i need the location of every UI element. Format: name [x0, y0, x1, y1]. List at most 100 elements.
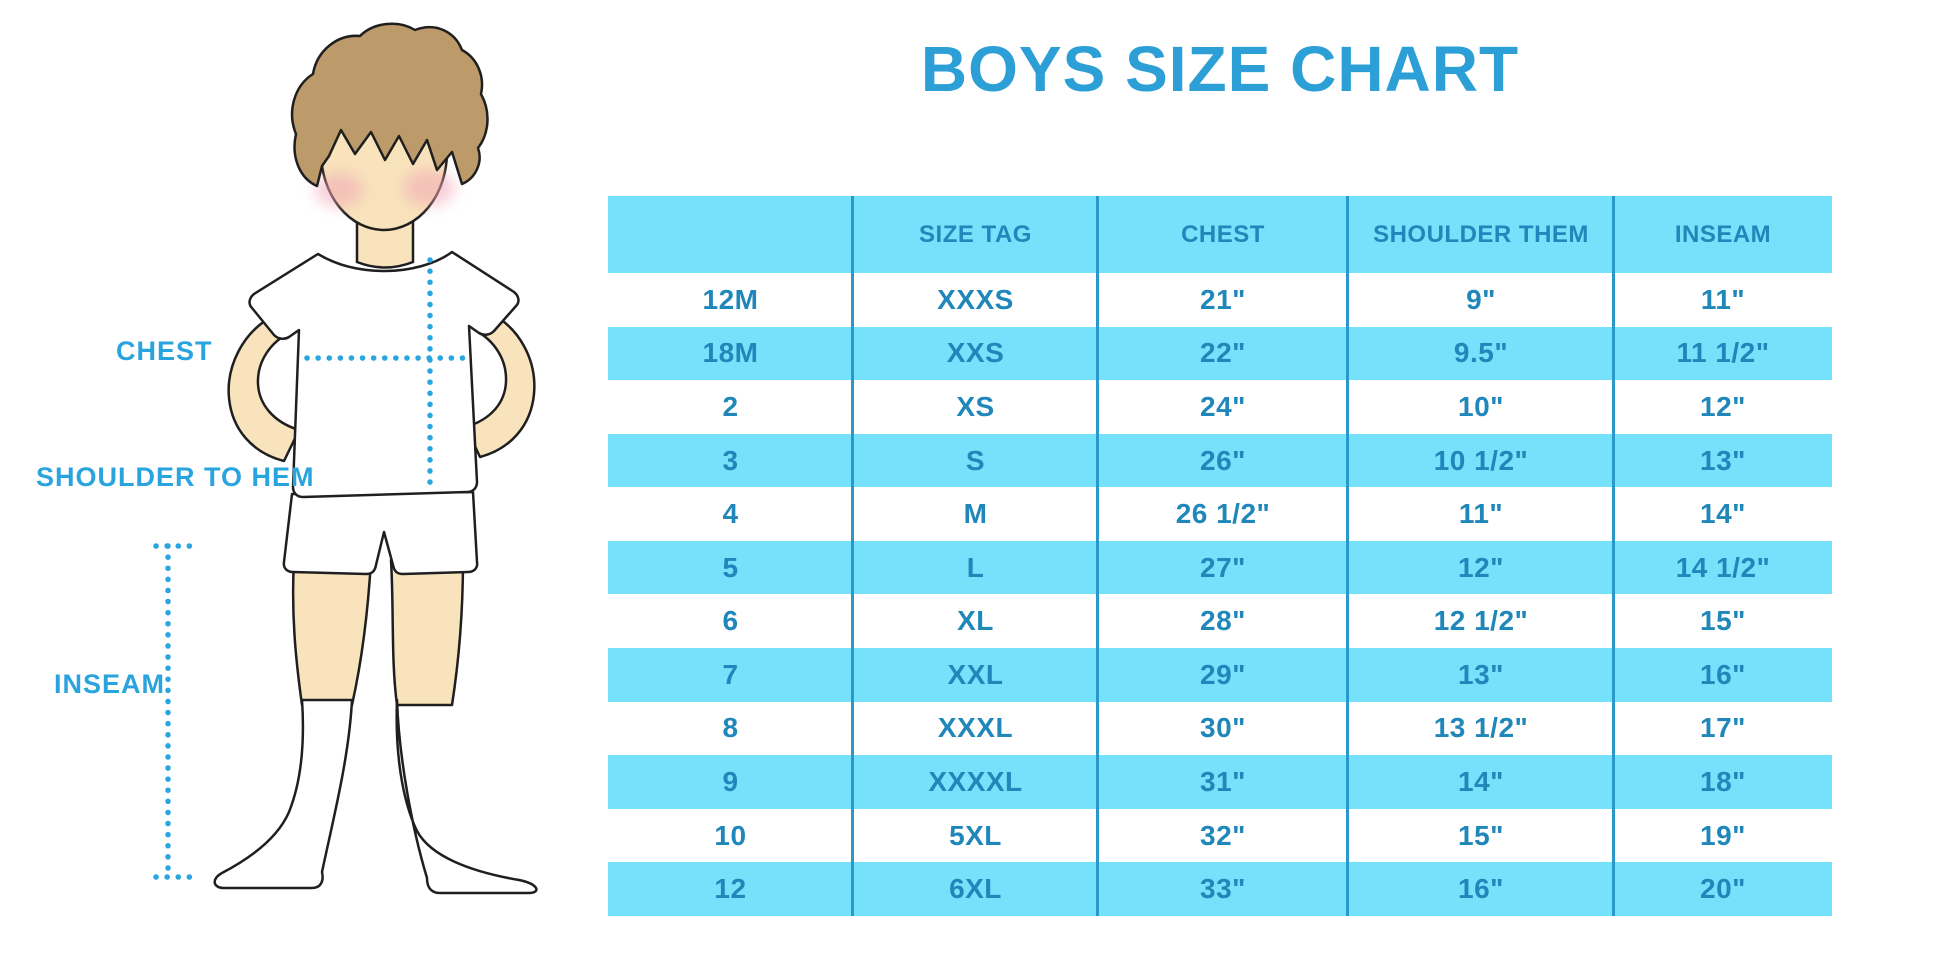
table-cell: XXS	[946, 337, 1005, 369]
table-cell: XXXL	[937, 712, 1014, 744]
measurement-lines	[153, 257, 466, 880]
table-header-cell-chest: CHEST	[1181, 220, 1265, 248]
table-cell: 9"	[1466, 283, 1496, 315]
column-divider	[851, 196, 854, 916]
table-cell: 29"	[1200, 658, 1246, 690]
table-row: 8 XXXL 30" 13 1/2" 17"	[608, 702, 1832, 756]
table-cell: 10"	[1458, 390, 1504, 422]
table-row: 9 XXXXL 31" 14" 18"	[608, 755, 1832, 809]
table-cell: 14"	[1458, 765, 1504, 797]
table-cell: 5XL	[949, 819, 1002, 851]
chest-label: CHEST	[116, 336, 213, 366]
column-divider	[1096, 196, 1099, 916]
table-cell: S	[965, 444, 986, 476]
table-cell: 26 1/2"	[1175, 498, 1271, 530]
table-cell: 24"	[1200, 390, 1246, 422]
table-cell: 11"	[1458, 498, 1504, 530]
table-cell: 18M	[702, 337, 759, 369]
table-cell: 33"	[1200, 873, 1246, 905]
legs-shape	[291, 558, 465, 707]
table-cell: 19"	[1700, 819, 1746, 851]
table-cell: XXXXL	[928, 765, 1023, 797]
table-cell: 14 1/2"	[1675, 551, 1771, 583]
table-cell: 4	[722, 498, 739, 530]
table-cell: 26"	[1200, 444, 1246, 476]
table-cell: 10	[714, 819, 747, 851]
table-row: 2 XS 24" 10" 12"	[608, 380, 1832, 434]
table-cell: 2	[722, 390, 739, 422]
table-cell: 18"	[1700, 765, 1746, 797]
table-row: 12M XXXS 21" 9" 11"	[608, 273, 1832, 327]
table-cell: 12M	[702, 283, 759, 315]
table-header-cell	[608, 196, 853, 273]
head-shape	[290, 22, 489, 232]
table-cell: 22"	[1200, 337, 1246, 369]
table-header-cell-size-tag: SIZE TAG	[919, 220, 1032, 248]
table-cell: 28"	[1200, 605, 1246, 637]
table-row: 7 XXL 29" 13" 16"	[608, 648, 1832, 702]
table-cell: 30"	[1200, 712, 1246, 744]
table-cell: 15"	[1700, 605, 1746, 637]
table-cell: 6XL	[949, 873, 1002, 905]
table-cell: 15"	[1458, 819, 1504, 851]
boy-illustration	[153, 22, 538, 895]
inseam-label: INSEAM	[54, 669, 166, 699]
column-divider	[1346, 196, 1349, 916]
table-row: 10 5XL 32" 15" 19"	[608, 809, 1832, 863]
table-cell: 13"	[1458, 658, 1504, 690]
table-cell: 11"	[1700, 283, 1746, 315]
table-cell: 8	[722, 712, 739, 744]
table-row: 3 S 26" 10 1/2" 13"	[608, 433, 1832, 488]
shorts-shape	[282, 490, 479, 576]
table-cell: 27"	[1200, 551, 1246, 583]
table-cell: 6	[722, 605, 739, 637]
blush-left	[315, 173, 363, 207]
table-cell: 32"	[1200, 819, 1246, 851]
table-cell: 31"	[1200, 765, 1246, 797]
table-cell: 13 1/2"	[1433, 712, 1529, 744]
table-cell: 12	[714, 873, 747, 905]
table-cell: 5	[722, 551, 739, 583]
table-cell: 16"	[1700, 658, 1746, 690]
table-header-cell-shoulder: SHOULDER THEM	[1373, 220, 1589, 248]
socks-shape	[213, 698, 538, 895]
tshirt-shape	[248, 250, 520, 499]
table-cell: 16"	[1458, 873, 1504, 905]
table-cell: 11 1/2"	[1676, 337, 1770, 369]
table-cell: 20"	[1700, 873, 1746, 905]
table-body: 12M XXXS 21" 9" 11" 18M XXS 22" 9.5" 11 1/2" 2 XS 24…	[608, 273, 1832, 916]
boy-measurement-diagram: CHEST SHOULDER TO HEM INSEAM	[0, 0, 600, 973]
table-cell: XXXS	[937, 283, 1014, 315]
blush-right	[403, 170, 455, 206]
table-cell: 12"	[1458, 551, 1504, 583]
column-divider	[1612, 196, 1615, 916]
shoulder-to-hem-label: SHOULDER TO HEM	[36, 462, 315, 492]
size-table: SIZE TAG CHEST SHOULDER THEM INSEAM 12M X…	[608, 196, 1832, 916]
table-cell: 21"	[1200, 283, 1246, 315]
table-cell: 17"	[1700, 712, 1746, 744]
table-cell: 3	[722, 444, 739, 476]
table-cell: 7	[722, 658, 739, 690]
table-cell: 12"	[1700, 390, 1746, 422]
table-row: 12 6XL 33" 16" 20"	[608, 862, 1832, 916]
table-cell: 14"	[1700, 498, 1746, 530]
table-row: 5 L 27" 12" 14 1/2"	[608, 540, 1832, 595]
table-cell: XL	[957, 605, 994, 637]
table-cell: 13"	[1700, 444, 1746, 476]
table-header-cell-inseam: INSEAM	[1674, 220, 1772, 248]
table-header-row: SIZE TAG CHEST SHOULDER THEM INSEAM	[608, 196, 1832, 273]
table-cell: 12 1/2"	[1433, 605, 1529, 637]
hair-shape	[290, 22, 489, 188]
table-cell: M	[963, 498, 988, 530]
arms-shape	[227, 311, 536, 463]
table-cell: L	[966, 551, 985, 583]
table-row: 18M XXS 22" 9.5" 11 1/2"	[608, 326, 1832, 381]
table-cell: XXL	[947, 658, 1004, 690]
page-title: BOYS SIZE CHART	[920, 33, 1520, 105]
table-cell: 10 1/2"	[1433, 444, 1529, 476]
table-cell: 9.5"	[1453, 337, 1509, 369]
table-row: 4 M 26 1/2" 11" 14"	[608, 487, 1832, 541]
table-row: 6 XL 28" 12 1/2" 15"	[608, 594, 1832, 648]
table-cell: 9	[722, 765, 739, 797]
table-cell: XS	[956, 390, 995, 422]
